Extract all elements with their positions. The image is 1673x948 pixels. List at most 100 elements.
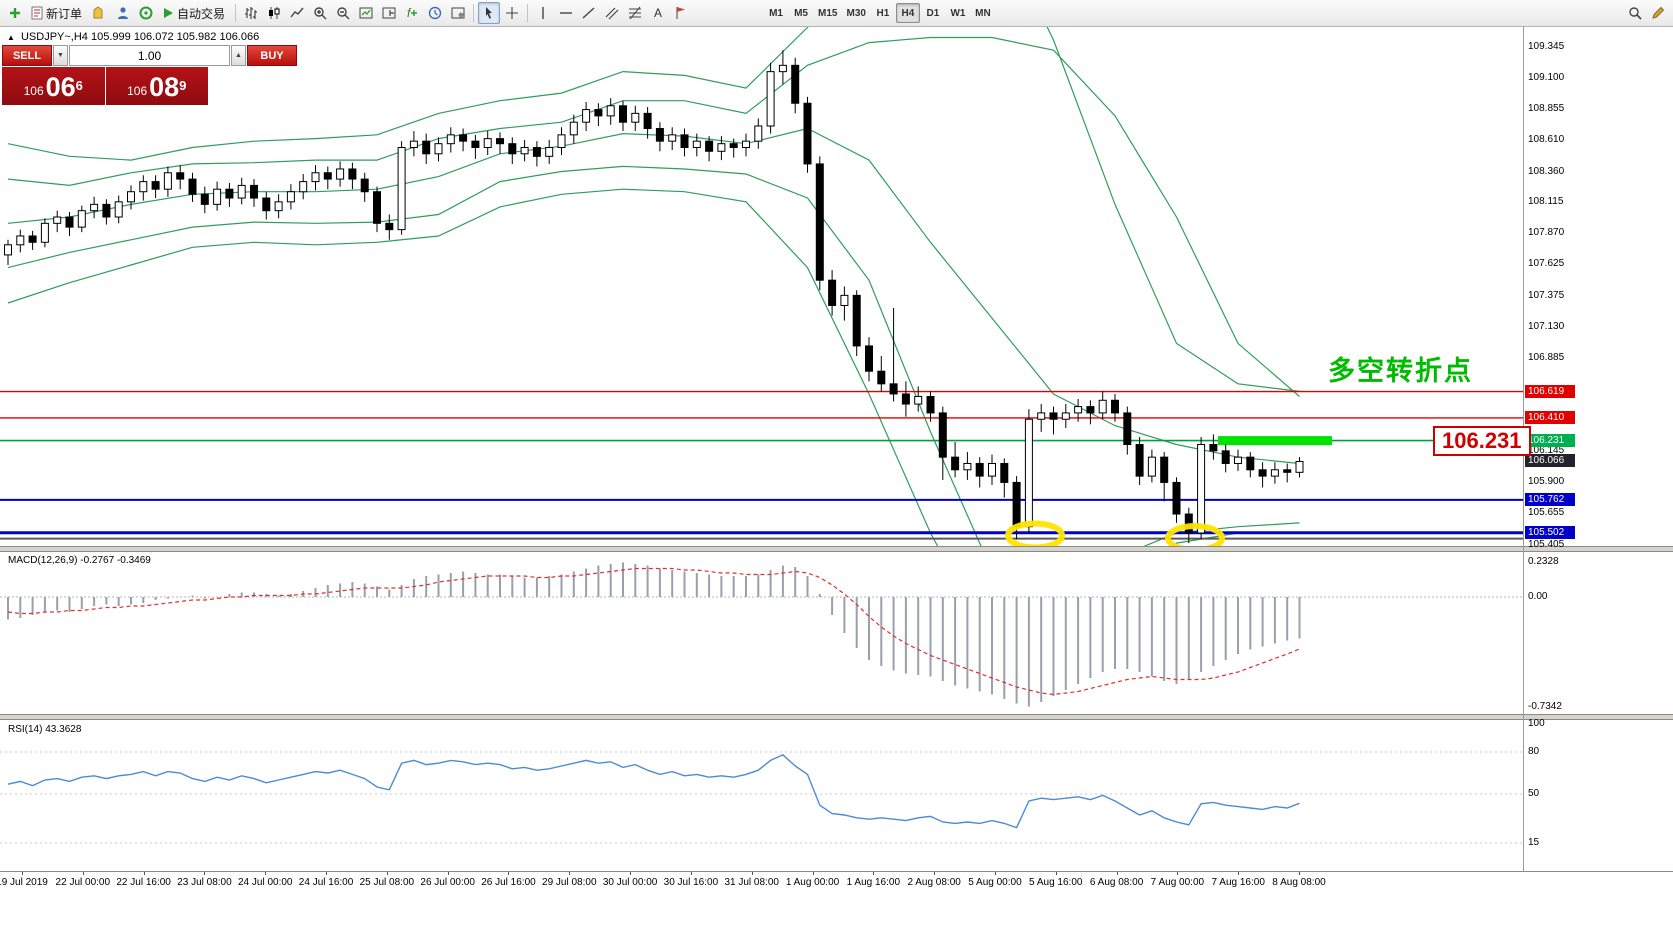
envelope-upper-line bbox=[7, 27, 1300, 392]
sell-button[interactable]: SELL bbox=[2, 45, 52, 66]
candle-body bbox=[963, 462, 972, 471]
fibonacci-button[interactable] bbox=[624, 2, 646, 24]
price-axis-separator bbox=[1523, 27, 1524, 891]
candle-body bbox=[1172, 481, 1181, 515]
time-axis[interactable]: 19 Jul 2019 22 Jul 00:00 22 Jul 16:00 23 Ju… bbox=[0, 871, 1673, 892]
price-axis-label: 105.655 bbox=[1528, 507, 1565, 519]
profiles-button[interactable] bbox=[89, 2, 111, 24]
candle-body bbox=[397, 146, 406, 231]
candle-body bbox=[1061, 412, 1070, 420]
timeframe-m30[interactable]: M30 bbox=[846, 7, 866, 19]
horizontal-line-button[interactable] bbox=[555, 2, 577, 24]
candle-body bbox=[754, 125, 763, 142]
candle-body bbox=[1000, 462, 1009, 483]
buy-price-box[interactable]: 106 08 9 bbox=[105, 67, 208, 105]
time-axis-label: 2 Aug 08:00 bbox=[907, 877, 961, 888]
indicators-button[interactable]: f bbox=[401, 2, 423, 24]
time-axis-label: 1 Aug 16:00 bbox=[846, 877, 901, 888]
panel-resize-separator-macd[interactable] bbox=[0, 546, 1673, 552]
cursor-button[interactable] bbox=[478, 2, 501, 24]
highlight-ellipse bbox=[1005, 520, 1066, 546]
timeframe-m15[interactable]: M15 bbox=[818, 7, 838, 19]
autotrade-button[interactable]: 自动交易 bbox=[158, 2, 231, 24]
candle-body bbox=[286, 191, 295, 203]
vertical-line-button[interactable] bbox=[532, 2, 554, 24]
time-axis-tick bbox=[690, 872, 692, 875]
arrows-button[interactable] bbox=[670, 2, 692, 24]
volume-input[interactable] bbox=[69, 45, 230, 66]
edit-icon bbox=[1650, 5, 1666, 21]
timeframe-w1[interactable]: W1 bbox=[950, 7, 966, 19]
sell-price-box[interactable]: 106 06 6 bbox=[2, 67, 105, 105]
new-order-button[interactable]: 新订单 bbox=[27, 2, 88, 24]
volume-dropdown-button[interactable]: ▼ bbox=[53, 45, 68, 66]
highlight-ellipse bbox=[1164, 523, 1225, 546]
candle-body bbox=[385, 222, 394, 231]
panel-resize-separator-rsi[interactable] bbox=[0, 714, 1673, 720]
rsi-line bbox=[7, 753, 1300, 829]
candle-body bbox=[1209, 444, 1218, 452]
zoom-in-button[interactable] bbox=[309, 2, 331, 24]
candle-body bbox=[1258, 469, 1267, 477]
price-axis[interactable]: 109.345 109.100 108.855 108.610 108.360 108.1… bbox=[1524, 27, 1673, 550]
bar-chart-button[interactable] bbox=[240, 2, 262, 24]
trendline-button[interactable] bbox=[578, 2, 600, 24]
new-chart-icon bbox=[7, 5, 23, 21]
timeframe-h1[interactable]: H1 bbox=[876, 7, 890, 19]
templates-button[interactable] bbox=[447, 2, 469, 24]
timeframe-h4[interactable]: H4 bbox=[895, 3, 920, 23]
navigator-button[interactable] bbox=[135, 2, 157, 24]
candle-body bbox=[250, 184, 258, 199]
candle-body bbox=[65, 216, 74, 228]
zoom-in-icon bbox=[312, 5, 328, 21]
periods-button[interactable] bbox=[424, 2, 446, 24]
vertical-line-icon bbox=[535, 5, 551, 21]
buy-button[interactable]: BUY bbox=[247, 45, 297, 66]
macd-axis[interactable]: 0.2328 0.00 -0.7342 bbox=[1524, 552, 1673, 714]
rsi-axis-label: 80 bbox=[1528, 746, 1540, 757]
candle-body bbox=[4, 244, 12, 256]
candlestick-chart-button[interactable] bbox=[263, 2, 285, 24]
chart-shift-button[interactable] bbox=[378, 2, 400, 24]
price-axis-label: 105.405 bbox=[1528, 539, 1565, 550]
time-axis-label: 26 Jul 16:00 bbox=[481, 877, 536, 888]
rsi-indicator-label: RSI(14) 43.3628 bbox=[8, 724, 81, 735]
auto-scroll-button[interactable] bbox=[355, 2, 377, 24]
timeframe-m5[interactable]: M5 bbox=[794, 7, 808, 19]
rsi-axis[interactable]: 100 80 50 15 bbox=[1524, 718, 1673, 869]
time-axis-tick bbox=[143, 872, 145, 875]
search-button[interactable] bbox=[1624, 2, 1646, 24]
timeframe-d1[interactable]: D1 bbox=[926, 7, 940, 19]
candle-body bbox=[545, 146, 554, 157]
channel-button[interactable] bbox=[601, 2, 623, 24]
price-axis-label: 109.100 bbox=[1528, 71, 1565, 83]
price-chart-canvas[interactable] bbox=[0, 27, 1523, 546]
periods-icon bbox=[427, 5, 443, 21]
candle-body bbox=[914, 395, 923, 405]
timeframe-m1[interactable]: M1 bbox=[769, 7, 783, 19]
line-chart-button[interactable] bbox=[286, 2, 308, 24]
fibonacci-icon bbox=[627, 5, 643, 21]
rsi-panel-canvas[interactable] bbox=[0, 720, 1523, 869]
crosshair-button[interactable] bbox=[501, 2, 523, 24]
price-tag: 106.410 bbox=[1525, 410, 1575, 424]
candle-body bbox=[336, 168, 345, 180]
macd-panel-canvas[interactable] bbox=[0, 552, 1523, 714]
macd-axis-label: -0.7342 bbox=[1528, 701, 1562, 713]
price-axis-label: 108.115 bbox=[1528, 196, 1564, 208]
candle-body bbox=[446, 134, 455, 145]
rsi-axis-label: 100 bbox=[1528, 718, 1545, 729]
horizontal-line-icon bbox=[558, 5, 574, 21]
candle-body bbox=[299, 181, 308, 193]
crosshair-icon bbox=[504, 5, 520, 21]
candle-body bbox=[53, 216, 62, 224]
text-button[interactable]: A bbox=[647, 2, 669, 24]
market-watch-button[interactable] bbox=[112, 2, 134, 24]
new-chart-button[interactable] bbox=[4, 2, 26, 24]
edit-button[interactable] bbox=[1647, 2, 1669, 24]
zoom-out-button[interactable] bbox=[332, 2, 354, 24]
timeframe-mn[interactable]: MN bbox=[975, 7, 991, 19]
price-tag: 106.619 bbox=[1525, 384, 1575, 398]
time-axis-tick bbox=[630, 872, 632, 875]
volume-increase-button[interactable]: ▲ bbox=[231, 45, 246, 66]
